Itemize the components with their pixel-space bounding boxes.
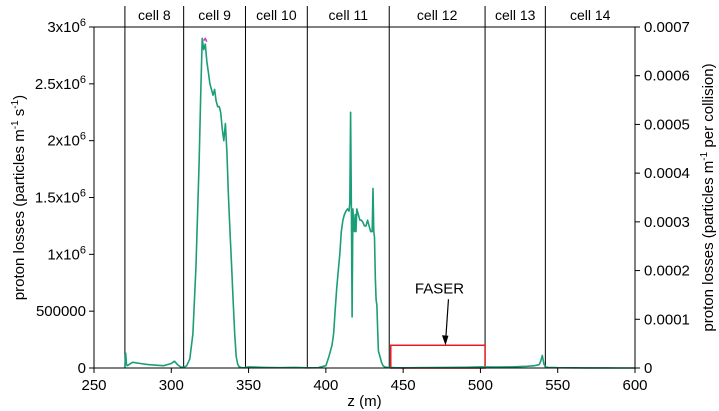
cell-dividers	[124, 6, 546, 368]
plot-frame	[93, 26, 636, 369]
cell-label: cell 10	[256, 7, 297, 23]
x-tick-label: 500	[468, 377, 493, 394]
y-right-tick-label: 0.0002	[644, 263, 690, 280]
y-left-tick-label: 1.5x106	[35, 188, 86, 207]
y-right-tick-label: 0.0005	[644, 116, 690, 133]
cell-labels: cell 8 cell 9 cell 10 cell 11 cell 12 cell 13…	[138, 7, 611, 23]
y-left-tick-label: 2.5x106	[35, 74, 86, 93]
y-left-tick-label: 500000	[36, 303, 86, 320]
y-axis-right-ticks: 0 0.0001 0.0002 0.0003 0.0004 0.0005 0.0006 0.0…	[635, 19, 690, 377]
x-tick-label: 600	[622, 377, 647, 394]
y-left-tick-label: 0	[78, 360, 86, 377]
y-left-tick-label: 2x106	[47, 131, 86, 150]
x-tick-label: 550	[545, 377, 570, 394]
faser-annotation: FASER	[390, 280, 486, 369]
y-left-tick-label: 1x106	[47, 244, 86, 263]
cell-label: cell 14	[570, 7, 611, 23]
series-line-0	[124, 37, 635, 369]
cell-label: cell 8	[138, 7, 171, 23]
series-layer	[124, 37, 635, 369]
x-tick-label: 300	[159, 377, 184, 394]
y-right-tick-label: 0.0004	[644, 165, 690, 182]
cell-label: cell 13	[495, 7, 536, 23]
series-line-1	[203, 37, 208, 43]
cell-label: cell 11	[329, 7, 369, 23]
x-tick-label: 450	[391, 377, 416, 394]
x-axis-ticks: 250 300 350 400 450 500 550 600	[81, 368, 648, 394]
y-right-tick-label: 0.0001	[644, 311, 690, 328]
y-axis-left-label: proton losses (particles m-1 s-1)	[10, 95, 28, 300]
y-axis-right-label: proton losses (particles m-1 per collisi…	[699, 63, 717, 331]
y-right-tick-label: 0.0006	[644, 68, 690, 85]
y-right-tick-label: 0	[644, 360, 652, 377]
y-right-tick-label: 0.0003	[644, 214, 690, 231]
faser-label: FASER	[415, 280, 464, 297]
x-axis-label: z (m)	[347, 393, 381, 410]
y-axis-left-ticks: 0 500000 1x106 1.5x106 2x106 2.5x106 3x106	[35, 17, 94, 377]
x-tick-label: 400	[313, 377, 338, 394]
faser-arrow-head	[441, 335, 449, 346]
faser-box	[390, 344, 486, 369]
x-tick-label: 250	[81, 377, 106, 394]
y-right-tick-label: 0.0007	[644, 19, 690, 36]
cell-label: cell 9	[198, 7, 231, 23]
x-tick-label: 350	[236, 377, 261, 394]
cell-label: cell 12	[417, 7, 458, 23]
y-left-tick-label: 3x106	[47, 17, 86, 36]
